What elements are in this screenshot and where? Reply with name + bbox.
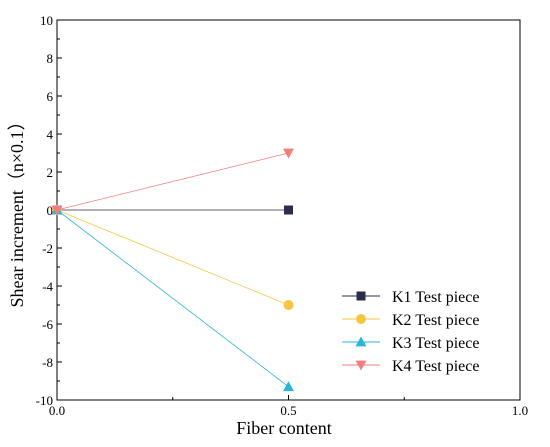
data-point [283, 381, 294, 392]
x-tick-label: 0.0 [49, 403, 65, 418]
data-point [284, 205, 293, 215]
x-axis-title: Fiber content [236, 418, 331, 438]
data-point [283, 300, 294, 310]
legend-marker [355, 336, 367, 347]
y-axis-title: Shear increment（n×0.1） [7, 112, 27, 307]
y-tick-label: 4 [47, 127, 54, 142]
legend-label: K3 Test piece [392, 335, 479, 352]
legend: K1 Test piece K2 Test piece K3 Test piece K… [342, 289, 479, 375]
y-tick-label: -6 [42, 317, 53, 332]
data-point [51, 205, 63, 216]
y-tick-label: -2 [42, 241, 53, 256]
y-tick-label: 10 [40, 13, 53, 28]
y-tick-label: -4 [42, 279, 53, 294]
y-tick-label: -10 [36, 393, 53, 408]
legend-marker [356, 291, 366, 301]
legend-label: K2 Test piece [392, 312, 479, 329]
x-axis: 0.0 0.5 1.0 [49, 395, 528, 418]
series-line [56, 209, 289, 388]
y-tick-label: 2 [47, 165, 54, 180]
x-tick-label: 1.0 [512, 403, 528, 418]
legend-label: K4 Test piece [392, 358, 479, 375]
legend-marker [356, 314, 366, 324]
y-tick-label: -8 [42, 355, 53, 370]
y-tick-label: 8 [47, 51, 54, 66]
y-axis: -10 -8 -6 -4 -2 0 2 4 6 8 10 [36, 13, 62, 408]
y-tick-label: 0 [47, 203, 54, 218]
data-point [283, 148, 294, 159]
series-line [56, 152, 289, 211]
x-tick-label: 0.5 [280, 403, 296, 418]
y-tick-label: 6 [47, 89, 54, 104]
series-line [56, 209, 289, 306]
series-layer [51, 148, 294, 392]
legend-marker [355, 360, 367, 371]
legend-label: K1 Test piece [392, 289, 479, 306]
